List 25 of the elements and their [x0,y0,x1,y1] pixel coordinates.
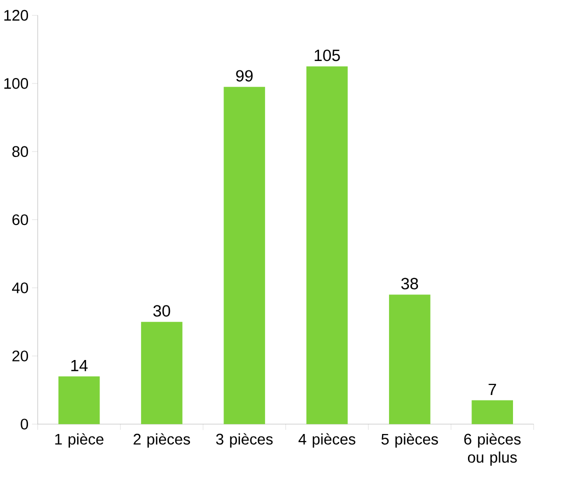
data-label: 14 [71,360,88,372]
bar [224,86,266,424]
x-tick-label: 3 pièces [216,433,273,448]
x-tick-label: 2 pièces [134,433,190,448]
y-tick-label: 60 [12,214,28,226]
y-tick-label: 40 [12,282,28,294]
y-tick-label: 0 [20,418,28,430]
x-tick-label: 6 pièces ou plus [464,433,521,466]
bar [306,66,348,424]
data-label: 99 [236,70,253,82]
bar [58,376,100,424]
y-tick-label: 20 [12,350,28,362]
bar [389,294,430,424]
y-tick-label: 120 [4,10,28,21]
y-tick-label: 80 [12,146,28,157]
x-tick-label: 1 pièce [55,433,104,448]
y-tick-label: 100 [4,78,28,89]
data-label: 7 [488,384,496,395]
data-label: 38 [401,278,418,290]
bar [472,400,514,424]
data-label: 30 [153,305,170,317]
x-tick-label: 5 pièces [381,433,438,448]
x-tick-label: 4 pièces [298,433,356,448]
data-label: 105 [314,50,340,62]
bar [141,322,182,424]
